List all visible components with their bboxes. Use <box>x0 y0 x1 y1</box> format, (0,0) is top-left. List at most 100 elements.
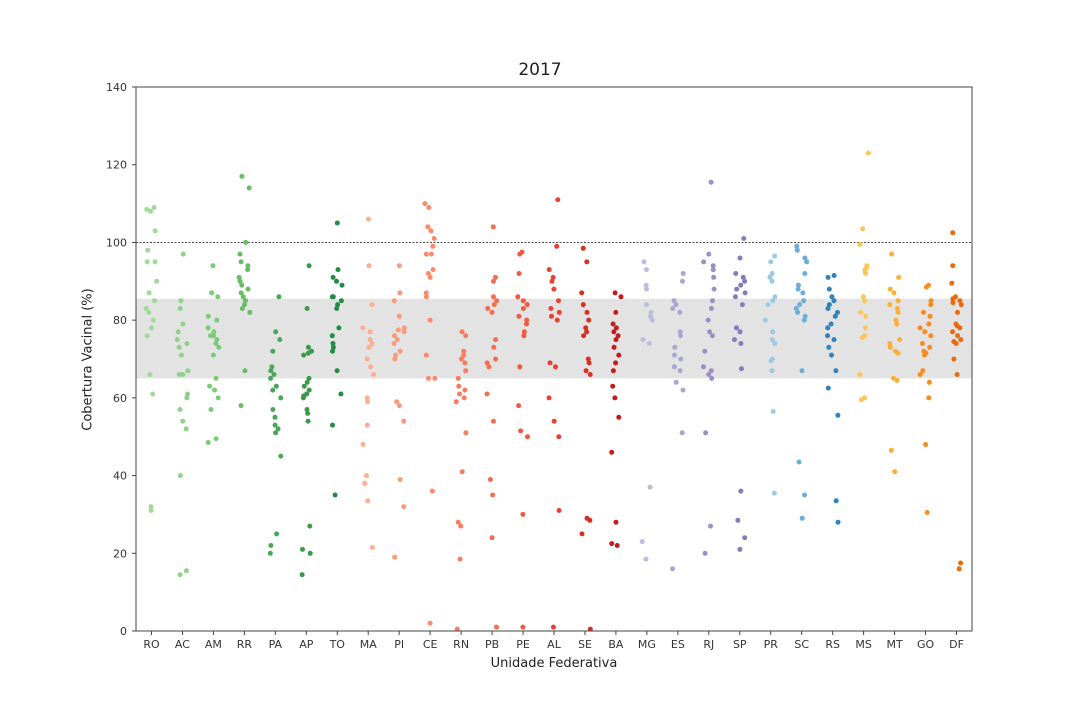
point-rr <box>236 274 242 280</box>
point-pa <box>277 337 283 343</box>
point-sp <box>738 282 744 288</box>
point-es <box>678 356 684 362</box>
point-ms <box>860 226 866 232</box>
point-df <box>950 300 956 306</box>
point-ap <box>304 407 310 412</box>
y-tick-label: 120 <box>106 159 127 172</box>
point-pa <box>268 368 274 374</box>
point-mt <box>887 344 893 350</box>
point-rn <box>455 375 461 381</box>
point-rj <box>709 375 715 381</box>
point-rs <box>831 298 837 304</box>
point-df <box>955 333 961 339</box>
point-go <box>927 344 933 350</box>
point-pe <box>520 298 526 304</box>
point-pa <box>273 329 279 335</box>
point-ac <box>180 251 186 257</box>
point-ms <box>862 298 868 304</box>
point-pe <box>516 271 522 276</box>
point-rs <box>832 313 838 319</box>
point-rr <box>238 259 244 265</box>
point-al <box>548 306 554 311</box>
point-pi <box>392 554 398 560</box>
point-ro <box>149 325 154 331</box>
point-ba <box>613 519 619 525</box>
point-ro <box>152 259 158 265</box>
point-ms <box>857 372 863 377</box>
point-se <box>579 531 585 537</box>
point-ce <box>426 205 432 210</box>
point-ac <box>179 352 184 358</box>
point-rs <box>835 519 841 525</box>
point-mt <box>887 302 893 308</box>
point-ro <box>144 206 150 212</box>
point-ac <box>176 372 182 377</box>
point-rs <box>828 321 834 327</box>
x-tick-label-sc: SC <box>794 638 809 651</box>
point-ba <box>615 333 621 339</box>
point-ap <box>305 418 311 424</box>
point-go <box>922 352 927 358</box>
point-df <box>953 341 959 346</box>
point-pr <box>768 358 774 364</box>
chart-title: 2017 <box>518 60 562 80</box>
point-pe <box>517 251 523 257</box>
point-rn <box>456 383 462 389</box>
point-al <box>549 278 555 284</box>
point-pr <box>770 409 776 414</box>
point-to <box>332 492 338 498</box>
point-rj <box>703 430 709 436</box>
point-rr <box>245 267 251 273</box>
point-rs <box>826 286 832 292</box>
point-rj <box>708 179 714 185</box>
point-sp <box>734 325 739 331</box>
point-pb <box>493 274 498 280</box>
point-to <box>335 302 341 308</box>
point-es <box>673 379 679 385</box>
point-rj <box>710 298 715 304</box>
point-mt <box>895 309 901 315</box>
point-pi <box>391 341 397 346</box>
point-ma <box>360 442 366 447</box>
point-ba <box>612 395 618 401</box>
point-ap <box>305 350 311 356</box>
point-go <box>917 325 923 331</box>
point-pr <box>769 271 775 276</box>
point-mt <box>892 469 898 475</box>
point-ce <box>432 375 438 381</box>
point-ba <box>616 352 622 358</box>
point-ma <box>369 341 375 346</box>
point-sp <box>742 278 748 284</box>
point-mt <box>895 298 901 304</box>
point-rn <box>453 399 459 405</box>
point-se <box>580 302 586 308</box>
point-pr <box>770 298 776 304</box>
point-ba <box>618 294 624 300</box>
point-pb <box>489 309 495 315</box>
point-ce <box>431 236 437 241</box>
point-sp <box>734 286 740 292</box>
point-rn <box>458 523 464 529</box>
point-mt <box>896 274 902 280</box>
point-go <box>926 321 932 327</box>
point-ba <box>609 449 615 455</box>
point-pi <box>401 418 407 424</box>
point-ro <box>152 298 157 304</box>
point-rj <box>710 333 715 339</box>
point-rs <box>833 498 839 504</box>
point-ac <box>175 329 181 335</box>
point-pa <box>272 414 278 420</box>
y-tick-label: 100 <box>106 236 127 249</box>
point-pb <box>491 302 497 308</box>
point-ma <box>366 216 371 222</box>
point-al <box>547 360 553 366</box>
point-ce <box>425 375 431 381</box>
point-pe <box>524 302 530 308</box>
point-pi <box>393 352 399 358</box>
point-rr <box>245 263 251 269</box>
point-rn <box>462 387 468 393</box>
point-se <box>585 356 591 362</box>
point-es <box>680 387 686 393</box>
point-rr <box>237 251 243 257</box>
point-ms <box>859 335 865 341</box>
